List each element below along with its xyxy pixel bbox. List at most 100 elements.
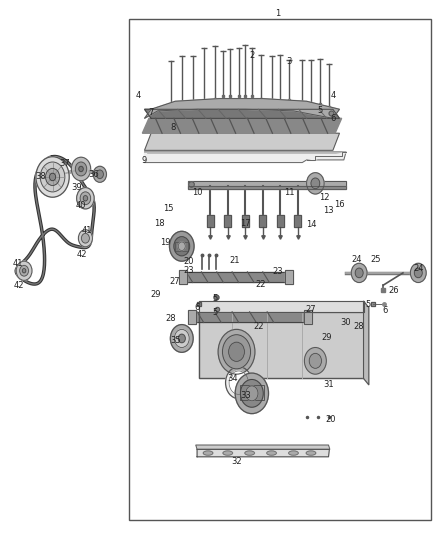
Circle shape [79,166,83,172]
Bar [129,19,431,520]
Text: 27: 27 [170,277,180,286]
Bar [175,242,188,251]
Text: 34: 34 [227,374,237,383]
Bar [188,310,196,324]
Circle shape [81,233,89,243]
Bar [304,310,312,324]
Polygon shape [145,133,339,150]
Circle shape [46,168,60,185]
Circle shape [170,231,194,261]
Text: 1: 1 [276,9,281,18]
Text: 24: 24 [413,264,424,272]
Circle shape [20,265,28,276]
Circle shape [355,268,363,278]
Circle shape [174,329,189,348]
Text: 39: 39 [71,183,82,192]
Text: 6: 6 [194,303,200,311]
Bar [199,312,364,378]
Text: 28: 28 [354,322,364,331]
Bar [277,215,284,227]
Bar [259,215,266,227]
Circle shape [235,373,268,414]
Bar [188,181,346,186]
Ellipse shape [203,451,213,455]
Circle shape [22,269,26,273]
Bar [179,270,187,284]
Text: 29: 29 [150,290,161,298]
Polygon shape [142,118,342,133]
Text: 11: 11 [284,189,294,197]
Circle shape [309,353,321,368]
Text: 15: 15 [163,205,174,213]
Bar [285,270,293,284]
Polygon shape [145,152,346,163]
Bar [242,215,249,227]
Circle shape [304,348,326,374]
Text: 2: 2 [249,52,254,60]
Text: 36: 36 [89,171,99,179]
Bar [188,310,196,324]
Circle shape [218,329,255,374]
Circle shape [178,334,185,343]
Text: 17: 17 [240,220,251,228]
Text: 24: 24 [352,255,362,264]
Polygon shape [196,445,330,449]
Text: 5: 5 [212,309,217,317]
Circle shape [351,263,367,282]
Text: 28: 28 [166,314,176,323]
Bar [188,186,346,189]
Polygon shape [199,301,364,312]
Bar [294,215,301,227]
Polygon shape [197,449,329,457]
Text: 13: 13 [323,206,334,215]
Text: 23: 23 [273,267,283,276]
Bar [242,215,249,227]
Circle shape [75,162,87,176]
Text: 41: 41 [81,227,92,235]
Text: 4: 4 [330,92,336,100]
Circle shape [96,170,103,179]
Bar [277,215,284,227]
Text: 22: 22 [253,322,264,330]
Circle shape [229,371,248,394]
Text: 38: 38 [35,172,46,181]
Polygon shape [145,99,339,118]
Text: 37: 37 [60,159,70,168]
Text: 5: 5 [317,106,322,115]
Text: 7: 7 [148,109,154,117]
Bar [193,312,309,322]
Circle shape [246,386,258,401]
Text: 12: 12 [319,193,329,201]
Circle shape [49,173,56,181]
Text: 19: 19 [160,238,171,247]
Circle shape [223,335,251,369]
Text: 16: 16 [334,200,345,208]
Text: 32: 32 [231,457,242,465]
Circle shape [410,263,426,282]
Bar [188,186,346,189]
Bar [182,272,291,282]
Circle shape [170,325,193,352]
Bar [240,385,264,400]
Text: 40: 40 [76,201,86,209]
Polygon shape [307,152,346,160]
Circle shape [78,230,92,247]
Text: 6: 6 [330,114,336,123]
Bar [224,215,231,227]
Text: 21: 21 [229,256,240,264]
Text: 9: 9 [142,157,147,165]
Ellipse shape [306,451,316,455]
Circle shape [80,192,91,205]
Circle shape [93,166,106,182]
Bar [188,181,346,186]
Circle shape [178,242,185,251]
Text: 27: 27 [306,305,316,313]
Text: 42: 42 [14,281,24,289]
Circle shape [40,162,65,192]
Text: 5: 5 [365,301,371,309]
Text: 35: 35 [170,336,180,344]
Bar [151,109,166,114]
Circle shape [226,367,252,399]
Ellipse shape [289,451,298,455]
Ellipse shape [223,451,233,455]
